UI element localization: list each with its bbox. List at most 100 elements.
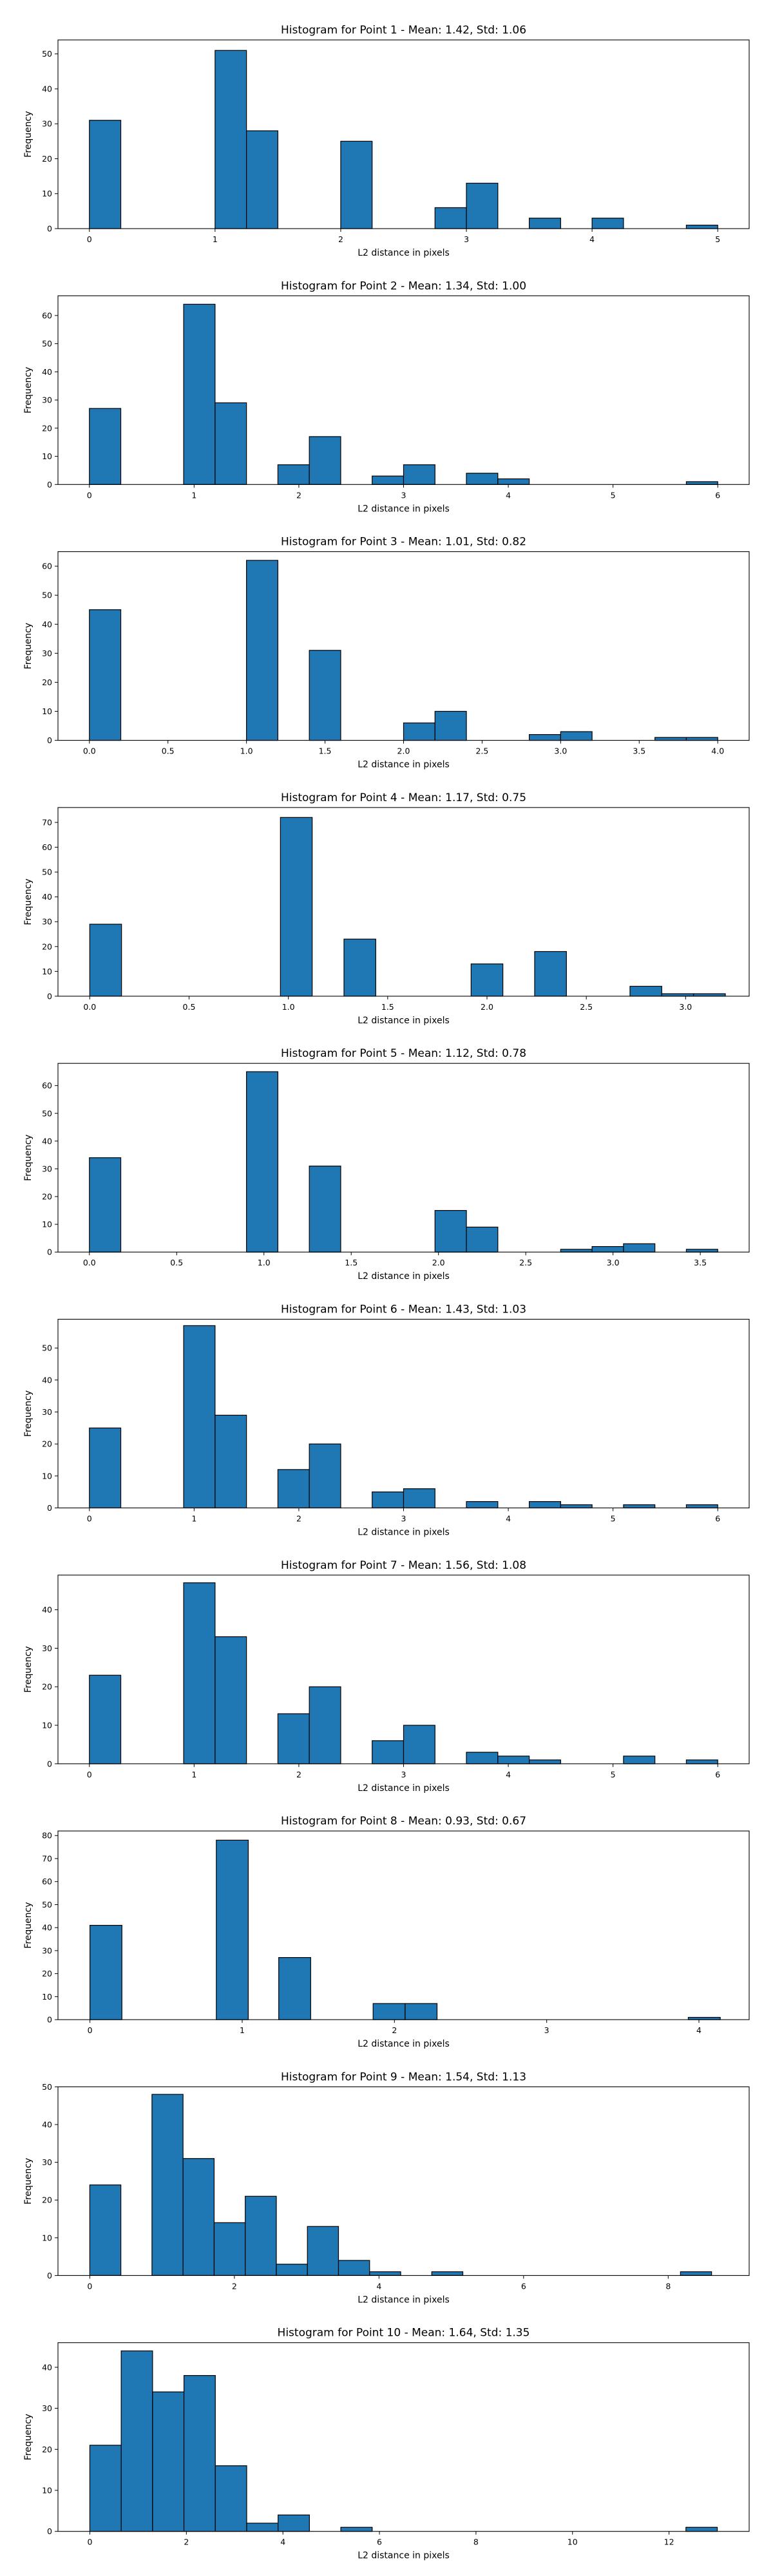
x-tick-label: 1 [191,1514,196,1524]
x-tick-label: 2 [232,2281,237,2291]
histogram-bar [466,1501,499,1509]
histogram-bar [276,2264,308,2277]
histogram-bar [307,2226,339,2276]
x-tick-label: 5 [611,490,616,500]
x-tick-label: 2.5 [580,1002,593,1012]
y-tick-label: 50 [42,867,52,877]
y-tick-label: 40 [42,1923,52,1933]
y-axis-label: Frequency [23,1135,33,1181]
y-axis-label: Frequency [23,367,33,413]
x-tick-label: 8 [473,2537,479,2547]
x-tick-label: 6 [521,2281,526,2291]
histogram-bar [89,120,122,229]
y-tick-label: 0 [47,224,52,234]
chart-title: Histogram for Point 8 - Mean: 0.93, Std:… [281,1815,526,1828]
y-tick-label: 10 [42,189,52,198]
histogram-bar [470,963,504,997]
x-tick-label: 0 [87,1770,92,1779]
y-tick-label: 0 [47,1759,52,1768]
y-tick-label: 60 [42,842,52,852]
y-tick-label: 0 [47,2271,52,2280]
x-tick-label: 1.0 [282,1002,295,1012]
x-tick-label: 2.0 [397,746,410,756]
histogram-bar [338,2260,370,2276]
y-axis-label: Frequency [23,2158,33,2204]
axes-frame [57,1063,750,1253]
y-tick-label: 0 [47,735,52,745]
y-tick-label: 30 [42,119,52,129]
x-tick-label: 3 [544,2025,549,2035]
x-tick-label: 2 [392,2025,397,2035]
histogram-bar [591,1245,624,1253]
y-tick-label: 0 [47,1503,52,1513]
x-tick-label: 1.0 [240,746,253,756]
axes-frame [57,807,750,997]
x-axis-label: L2 distance in pixels [358,504,450,514]
histogram-bar [560,1504,593,1509]
histogram-bar [685,1249,718,1253]
histogram-bar [89,1674,122,1765]
histogram-bar [403,464,435,485]
histogram-bar [466,473,499,485]
histogram-bar [215,1414,247,1509]
y-tick-label: 0 [47,2015,52,2025]
y-axis-label: Frequency [23,1646,33,1692]
x-tick-label: 3.0 [607,1258,620,1267]
y-tick-label: 40 [42,1375,52,1385]
histogram-panel-1: Histogram for Point 1 - Mean: 1.42, Std:… [23,24,750,258]
y-tick-label: 10 [42,706,52,716]
histogram-bar [372,475,405,485]
x-tick-label: 1.0 [258,1258,271,1267]
histogram-bar [685,1504,718,1509]
y-axis-label: Frequency [23,111,33,157]
histogram-bar [89,1157,122,1253]
y-tick-label: 20 [42,154,52,164]
histogram-bar [183,303,216,485]
y-tick-label: 50 [42,1108,52,1118]
chart-title: Histogram for Point 5 - Mean: 1.12, Std:… [281,1047,526,1060]
histogram-bar [89,2184,122,2277]
histogram-bar [372,1740,405,1765]
histogram-panel-9: Histogram for Point 9 - Mean: 1.54, Std:… [23,2070,750,2305]
histogram-bar [497,478,530,485]
y-tick-label: 50 [42,591,52,600]
histogram-bar [343,938,376,997]
x-tick-label: 2.0 [432,1258,445,1267]
chart-title: Histogram for Point 2 - Mean: 1.34, Std:… [281,279,526,292]
x-tick-label: 2 [338,234,343,244]
x-tick-label: 0 [88,2025,93,2035]
histogram-panel-4: Histogram for Point 4 - Mean: 1.17, Std:… [23,791,750,1026]
x-tick-label: 0.5 [162,746,175,756]
x-tick-label: 6 [377,2537,382,2547]
x-tick-label: 5 [611,1514,616,1524]
x-tick-label: 2 [296,1770,301,1779]
x-tick-label: 1.5 [381,1002,394,1012]
y-tick-label: 40 [42,367,52,377]
x-tick-label: 0 [87,1514,92,1524]
histogram-bar [309,650,341,741]
x-tick-label: 0 [87,234,92,244]
chart-title: Histogram for Point 1 - Mean: 1.42, Std:… [281,24,526,37]
chart-title: Histogram for Point 10 - Mean: 1.64, Std… [278,2327,530,2340]
y-axis-label: Frequency [23,2414,33,2460]
histogram-bar [534,951,567,997]
histogram-bar [623,1243,656,1253]
axes-frame [57,551,750,741]
histogram-bar [434,710,467,741]
x-tick-label: 4 [589,234,595,244]
histogram-bar [183,2375,216,2532]
histogram-bar [309,1443,341,1509]
y-tick-label: 10 [42,1721,52,1730]
histogram-bar [466,1752,499,1765]
y-axis-label: Frequency [23,623,33,669]
histogram-bar [246,2523,279,2532]
histogram-bar [372,2003,406,2020]
x-tick-label: 3 [401,490,406,500]
histogram-bar [434,207,467,229]
histogram-bar [90,1925,122,2020]
x-tick-label: 4 [506,1770,511,1779]
y-tick-label: 40 [42,892,52,902]
histogram-bar [560,731,593,741]
y-tick-label: 30 [42,1643,52,1653]
y-tick-label: 60 [42,1081,52,1090]
